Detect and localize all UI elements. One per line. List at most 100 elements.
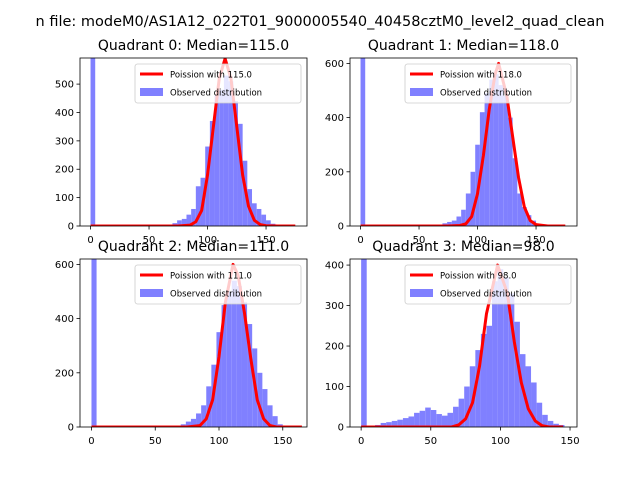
y-tick-label: 500 bbox=[55, 80, 74, 91]
histogram-bar bbox=[480, 333, 487, 427]
y-tick-label: 200 bbox=[55, 368, 74, 379]
histogram-bar bbox=[514, 321, 520, 427]
subplot-quadrant-3: 0 50 100 150 0 100 200 300 400 Quadrant 3: Median… bbox=[325, 239, 580, 447]
y-tick-label: 0 bbox=[338, 423, 344, 434]
x-tick-label: 0 bbox=[357, 235, 363, 246]
legend: Poission with 98.0 Observed distribution bbox=[404, 264, 572, 305]
histogram-bar bbox=[453, 406, 459, 427]
histogram-bar bbox=[525, 366, 532, 427]
histogram-bar bbox=[205, 146, 210, 226]
histogram-bar bbox=[512, 158, 518, 226]
subplot-title: Quadrant 0: Median=115.0 bbox=[98, 38, 289, 54]
histogram-bar bbox=[233, 101, 238, 226]
legend-patch-swatch bbox=[140, 88, 163, 96]
histogram-bar bbox=[465, 193, 471, 226]
histogram-bar bbox=[214, 95, 220, 226]
histogram-bar bbox=[231, 280, 237, 427]
legend-label-poisson: Poission with 111.0 bbox=[170, 272, 252, 282]
histogram-bar bbox=[493, 74, 499, 226]
histogram-bar bbox=[414, 412, 420, 427]
histogram-bar bbox=[492, 281, 498, 427]
histogram-bar bbox=[536, 402, 543, 427]
histogram-bar bbox=[397, 419, 403, 427]
histogram-bar bbox=[221, 305, 227, 427]
histogram-bar bbox=[236, 286, 242, 427]
histogram-bar bbox=[380, 422, 387, 427]
figure-suptitle: n file: modeM0/AS1A12_022T01_9000005540_… bbox=[36, 14, 605, 30]
histogram-bar bbox=[186, 214, 192, 226]
histogram-bar bbox=[177, 220, 182, 226]
x-tick-label: 50 bbox=[149, 436, 162, 447]
histogram-bar bbox=[257, 372, 263, 427]
y-tick-label: 400 bbox=[55, 314, 74, 325]
legend-label-poisson: Poission with 118.0 bbox=[440, 71, 522, 81]
y-tick-label: 400 bbox=[325, 261, 344, 272]
histogram-bar bbox=[185, 421, 191, 427]
x-tick-label: 150 bbox=[526, 235, 545, 246]
histogram-bar bbox=[553, 423, 559, 427]
x-tick-label: 150 bbox=[256, 235, 275, 246]
y-tick-label: 200 bbox=[325, 167, 344, 178]
subplot-quadrant-1: 0 50 100 150 0 200 400 600 Quadrant 1: Median=11… bbox=[325, 38, 578, 246]
histogram-bar bbox=[228, 81, 234, 226]
histogram-bar bbox=[216, 332, 222, 427]
x-tick-label: 50 bbox=[413, 235, 426, 246]
axes-frame bbox=[79, 258, 308, 428]
histogram-bar bbox=[201, 405, 207, 427]
x-tick-label: 100 bbox=[198, 235, 217, 246]
legend-label-observed: Observed distribution bbox=[440, 290, 532, 300]
histogram-bar bbox=[219, 89, 224, 226]
axes-frame bbox=[349, 258, 578, 428]
y-tick-label: 300 bbox=[55, 136, 74, 147]
y-tick-label: 300 bbox=[325, 301, 344, 312]
histogram-bar bbox=[262, 389, 268, 427]
y-tick-label: 100 bbox=[55, 193, 74, 204]
y-tick-label: 200 bbox=[325, 342, 344, 353]
histogram-bar bbox=[190, 418, 197, 427]
histogram-bar bbox=[267, 405, 273, 427]
x-tick-label: 100 bbox=[491, 436, 510, 447]
histogram-bar bbox=[456, 216, 462, 226]
legend-label-observed: Observed distribution bbox=[170, 89, 262, 99]
legend-label-poisson: Poission with 98.0 bbox=[440, 272, 517, 282]
histogram-bar bbox=[261, 214, 267, 226]
histogram-bar bbox=[475, 350, 481, 427]
histogram-bar bbox=[430, 409, 437, 427]
histogram-bar bbox=[498, 85, 504, 226]
legend: Poission with 111.0 Observed distribution bbox=[134, 264, 302, 305]
subplot-quadrant-2: 0 50 100 150 0 200 400 600 Quadrant 2: Median=11… bbox=[55, 239, 308, 447]
subplot-quadrant-0: 0 50 100 150 0 100 200 300 400 500 Quadrant 0: Med… bbox=[55, 38, 308, 246]
histogram-bar bbox=[195, 186, 201, 226]
histogram-bar bbox=[451, 220, 457, 226]
y-tick-label: 400 bbox=[55, 108, 74, 119]
legend-patch-swatch bbox=[140, 289, 163, 297]
x-tick-label: 100 bbox=[209, 436, 228, 447]
histogram-bar bbox=[90, 58, 96, 226]
histogram-bar bbox=[507, 117, 513, 226]
legend-label-poisson: Poission with 115.0 bbox=[170, 71, 252, 81]
histogram-bar bbox=[391, 420, 398, 427]
histogram-bar bbox=[181, 218, 187, 226]
histogram-bar bbox=[256, 208, 262, 226]
histogram-bar bbox=[447, 221, 452, 226]
histogram-bar bbox=[91, 259, 97, 427]
legend-patch-swatch bbox=[410, 88, 433, 96]
y-tick-label: 600 bbox=[55, 260, 74, 271]
x-tick-label: 150 bbox=[560, 436, 579, 447]
x-tick-label: 150 bbox=[273, 436, 292, 447]
x-tick-label: 0 bbox=[87, 235, 93, 246]
legend-label-observed: Observed distribution bbox=[170, 290, 262, 300]
histogram-bar bbox=[542, 414, 548, 427]
histogram-bar bbox=[360, 58, 366, 226]
histogram-bar bbox=[503, 95, 508, 226]
axes-frame bbox=[349, 57, 578, 227]
y-tick-label: 100 bbox=[325, 382, 344, 393]
histogram-bar bbox=[484, 93, 490, 226]
y-tick-label: 400 bbox=[325, 113, 344, 124]
histogram-bar bbox=[547, 420, 554, 427]
histogram-bar bbox=[386, 422, 392, 427]
histogram-bar bbox=[419, 410, 426, 427]
legend: Poission with 118.0 Observed distribution bbox=[404, 63, 572, 104]
y-tick-label: 0 bbox=[68, 423, 74, 434]
